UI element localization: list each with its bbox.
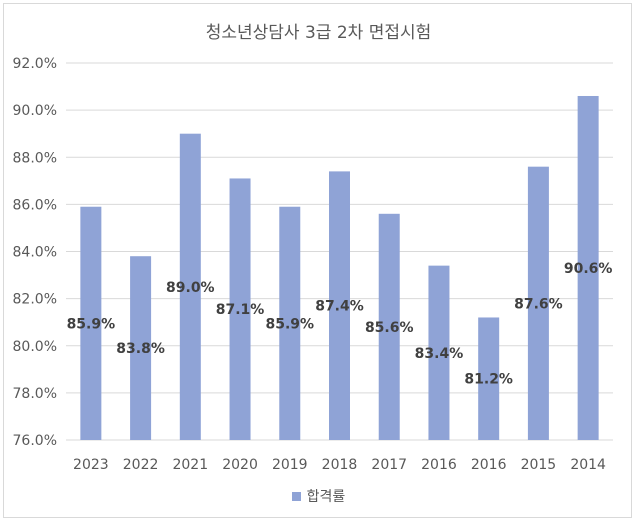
bar-2016-8 [478, 317, 500, 440]
x-tick-label: 2017 [371, 457, 407, 473]
y-tick-label: 88.0% [13, 150, 57, 166]
data-label: 83.8% [116, 341, 165, 357]
y-tick-label: 80.0% [13, 339, 57, 355]
y-tick-label: 92.0% [13, 56, 57, 72]
x-tick-label: 2021 [172, 457, 208, 473]
data-label: 87.4% [315, 299, 364, 315]
y-tick-label: 84.0% [13, 245, 57, 261]
x-tick-label: 2022 [123, 457, 159, 473]
y-tick-label: 78.0% [13, 386, 57, 402]
data-label: 90.6% [564, 261, 613, 277]
chart-frame [3, 3, 632, 518]
bar-2020-3 [229, 178, 251, 441]
bar-2018-5 [329, 171, 350, 440]
x-tick-label: 2016 [471, 457, 507, 473]
chart-title: 청소년상담사 3급 2차 면접시험 [205, 23, 432, 43]
x-tick-label: 2023 [73, 457, 109, 473]
data-label: 87.6% [514, 296, 563, 312]
bar-2021-2 [179, 133, 201, 440]
legend-swatch [291, 491, 301, 501]
x-tick-label: 2020 [222, 457, 258, 473]
bar-2017-6 [378, 213, 400, 440]
data-label: 85.6% [365, 320, 414, 336]
data-label: 85.9% [265, 316, 314, 332]
y-tick-label: 90.0% [13, 103, 57, 119]
y-tick-label: 86.0% [13, 197, 57, 213]
chart-legend: 합격률 [0, 486, 637, 506]
bar-2019-4 [279, 206, 301, 440]
bar-2015-9 [527, 166, 549, 441]
data-label: 83.4% [415, 346, 464, 362]
x-tick-label: 2019 [272, 457, 308, 473]
bar-2023-0 [80, 206, 102, 440]
x-tick-label: 2014 [570, 457, 606, 473]
y-tick-label: 76.0% [13, 433, 57, 449]
data-label: 87.1% [216, 302, 265, 318]
bar-2022-1 [130, 256, 152, 440]
data-label: 89.0% [166, 280, 215, 296]
bar-2014-10 [577, 95, 599, 441]
x-tick-label: 2016 [421, 457, 457, 473]
data-label: 81.2% [464, 372, 513, 388]
data-label: 85.9% [67, 316, 116, 332]
x-tick-label: 2015 [521, 457, 557, 473]
y-tick-label: 82.0% [13, 292, 57, 308]
x-tick-label: 2018 [322, 457, 358, 473]
bar-2016-7 [428, 265, 450, 440]
legend-label: 합격률 [306, 489, 346, 505]
